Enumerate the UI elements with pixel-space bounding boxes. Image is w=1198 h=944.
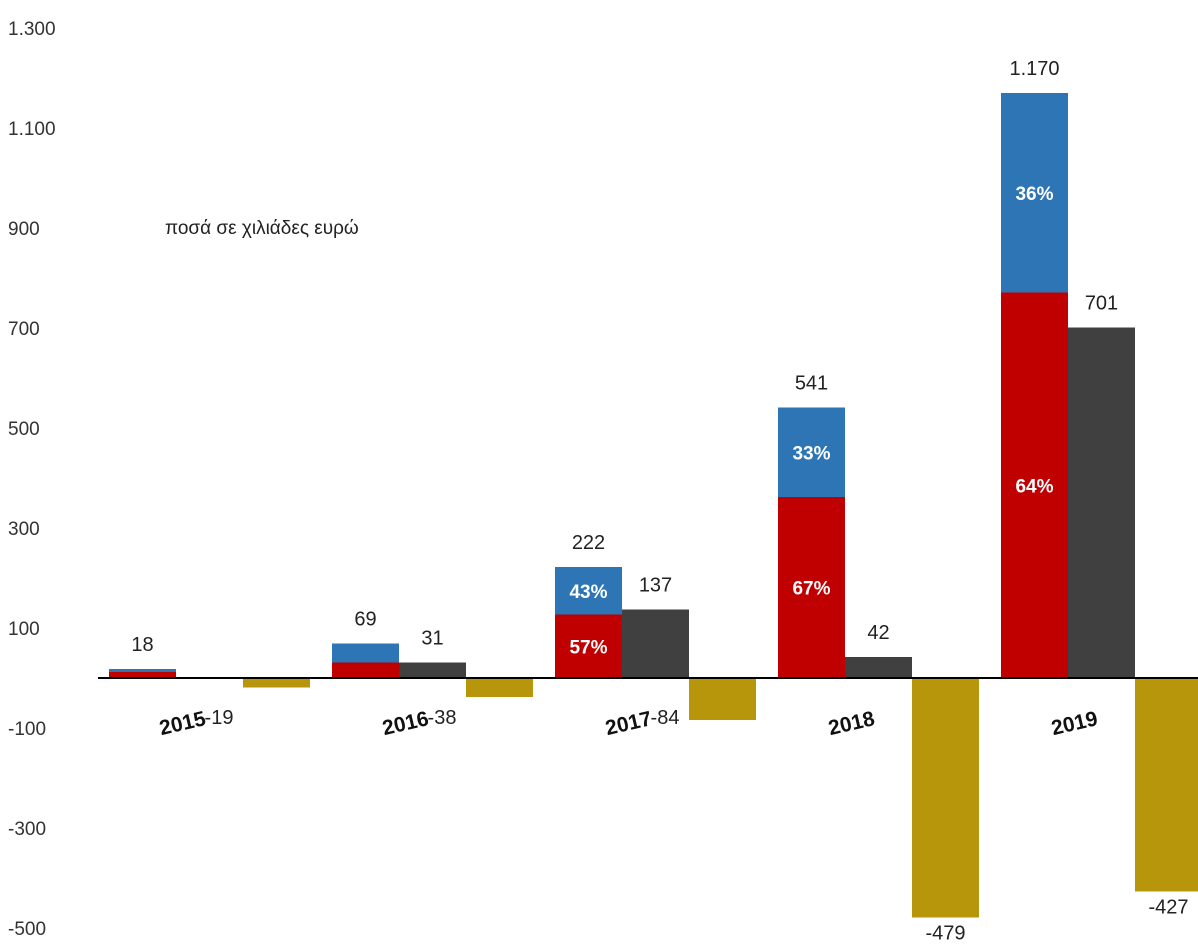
x-category-label: 2018 [826, 707, 877, 740]
value-label: -84 [651, 707, 680, 729]
y-tick-label: -500 [8, 919, 46, 940]
bar-segment-red [778, 497, 845, 678]
y-tick-label: -100 [8, 719, 46, 740]
share-label: 67% [792, 579, 830, 600]
value-label: 137 [639, 575, 672, 597]
share-label: 57% [569, 637, 607, 658]
bar-segment-blue [109, 669, 176, 672]
total-value-label: 1.170 [1009, 58, 1059, 80]
total-value-label: 18 [131, 634, 153, 656]
y-tick-label: 300 [8, 519, 40, 540]
share-label: 64% [1015, 476, 1053, 497]
bar-segment-blue [778, 407, 845, 497]
value-label: 701 [1085, 293, 1118, 315]
y-axis-ticks: -500 -300 -100 100 300 500 700 900 1.100 1.300 [8, 19, 56, 940]
share-label: 36% [1015, 184, 1053, 205]
x-category-label: 2019 [1049, 707, 1100, 740]
bars [109, 93, 1198, 918]
total-value-label: 222 [572, 532, 605, 554]
bar-segment-red [109, 672, 176, 678]
x-category-label: 2017 [603, 707, 654, 740]
value-label: 31 [421, 628, 443, 650]
x-category-label: 2015 [157, 707, 208, 740]
value-label: -427 [1148, 897, 1188, 919]
bar-grey [622, 609, 689, 678]
y-tick-label: 900 [8, 219, 40, 240]
units-note: ποσά σε χιλιάδες ευρώ [165, 218, 359, 239]
value-label: -38 [428, 707, 457, 729]
share-label: 43% [569, 582, 607, 603]
value-label: -479 [925, 923, 965, 944]
value-label: 42 [867, 622, 889, 644]
bar-grey [845, 657, 912, 678]
bar-segment-blue [1001, 93, 1068, 293]
y-tick-label: 1.100 [8, 119, 56, 140]
x-category-label: 2016 [380, 707, 431, 740]
bar-gold [689, 678, 756, 720]
bar-gold [912, 678, 979, 918]
bar-grey [399, 662, 466, 678]
y-tick-label: 500 [8, 419, 40, 440]
y-tick-label: 100 [8, 619, 40, 640]
y-tick-label: 1.300 [8, 19, 56, 40]
bar-segment-red [332, 662, 399, 678]
bar-segment-red [555, 614, 622, 678]
total-value-label: 69 [354, 609, 376, 631]
bar-segment-red [1001, 292, 1068, 678]
y-tick-label: 700 [8, 319, 40, 340]
bar-segment-blue [555, 567, 622, 615]
y-tick-label: -300 [8, 819, 46, 840]
bar-segment-blue [332, 643, 399, 663]
total-value-label: 541 [795, 373, 828, 395]
bar-gold [243, 678, 310, 688]
share-label: 33% [792, 443, 830, 464]
bar-gold [1135, 678, 1198, 892]
bar-grey [1068, 327, 1135, 678]
value-label: -19 [205, 707, 234, 729]
bar-gold [466, 678, 533, 697]
